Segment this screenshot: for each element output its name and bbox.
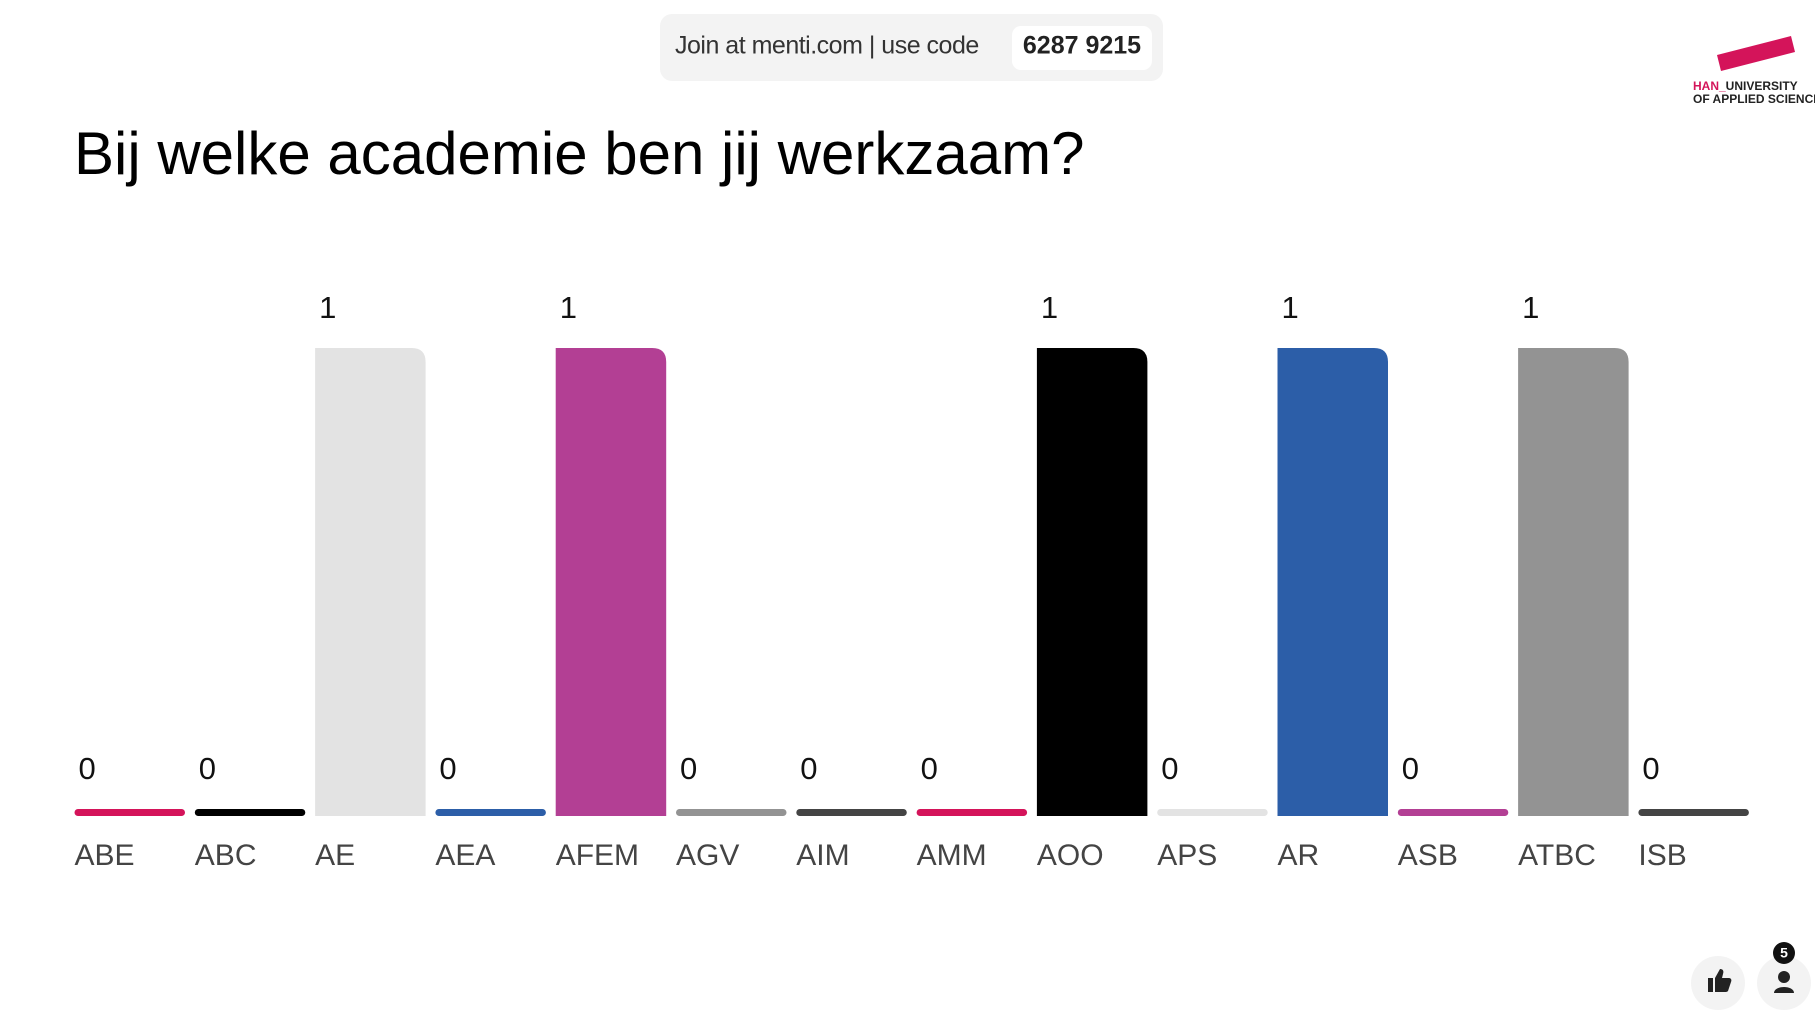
value-label: 1 [1041, 290, 1058, 325]
x-tick-label: AIM [796, 839, 849, 872]
value-label: 0 [800, 751, 817, 786]
thumbs-up-icon [1708, 969, 1732, 992]
logo-university: UNIVERSITY [1726, 79, 1798, 93]
value-label: 0 [199, 751, 216, 786]
logo-line2: OF APPLIED SCIENCES [1693, 92, 1815, 106]
x-tick-label: AE [315, 839, 355, 872]
value-label: 0 [1402, 751, 1419, 786]
value-label: 0 [680, 751, 697, 786]
bar [435, 809, 546, 816]
person-icon-head [1778, 971, 1790, 983]
logo-line1: HAN_UNIVERSITY [1693, 79, 1798, 93]
x-tick-label: AMM [917, 839, 987, 872]
x-tick-label: AEA [435, 839, 495, 872]
value-label: 0 [1161, 751, 1178, 786]
x-tick-label: ABE [75, 839, 135, 872]
logo-mark [1717, 36, 1795, 71]
x-tick-label: AFEM [556, 839, 639, 872]
bar [555, 348, 667, 816]
person-icon-body [1774, 987, 1794, 993]
participants-badge [1773, 942, 1795, 964]
participants-count: 5 [1780, 945, 1788, 961]
join-text: Join at menti.com | use code [675, 32, 979, 60]
value-label: 0 [1642, 751, 1659, 786]
logo-prefix: HAN_ [1693, 79, 1726, 93]
x-tick-label: AR [1278, 839, 1320, 872]
value-label: 0 [439, 751, 456, 786]
value-label: 1 [319, 290, 336, 325]
code-box [1012, 26, 1152, 70]
value-label: 1 [560, 290, 577, 325]
bar [1638, 809, 1749, 816]
x-tick-label: ATBC [1518, 839, 1596, 872]
value-label: 1 [1522, 290, 1539, 325]
x-tick-label: ISB [1638, 839, 1686, 872]
bar [74, 809, 185, 816]
chart-title: Bij welke academie ben jij werkzaam? [74, 120, 1084, 187]
bar [796, 809, 907, 816]
x-tick-label: ABC [195, 839, 257, 872]
x-tick-label: APS [1157, 839, 1217, 872]
bar [1036, 348, 1148, 816]
bar [1157, 809, 1268, 816]
join-code: 6287 9215 [1023, 32, 1141, 60]
bar [315, 348, 426, 816]
bar [1397, 809, 1509, 816]
bar [676, 809, 787, 816]
value-label: 0 [79, 751, 96, 786]
bar [1277, 348, 1388, 816]
x-tick-label: AGV [676, 839, 739, 872]
value-label: 1 [1282, 290, 1299, 325]
value-label: 0 [921, 751, 938, 786]
bar [194, 809, 306, 816]
bar [1518, 348, 1629, 816]
x-tick-label: ASB [1398, 839, 1458, 872]
bar [916, 809, 1028, 816]
x-tick-label: AOO [1037, 839, 1104, 872]
